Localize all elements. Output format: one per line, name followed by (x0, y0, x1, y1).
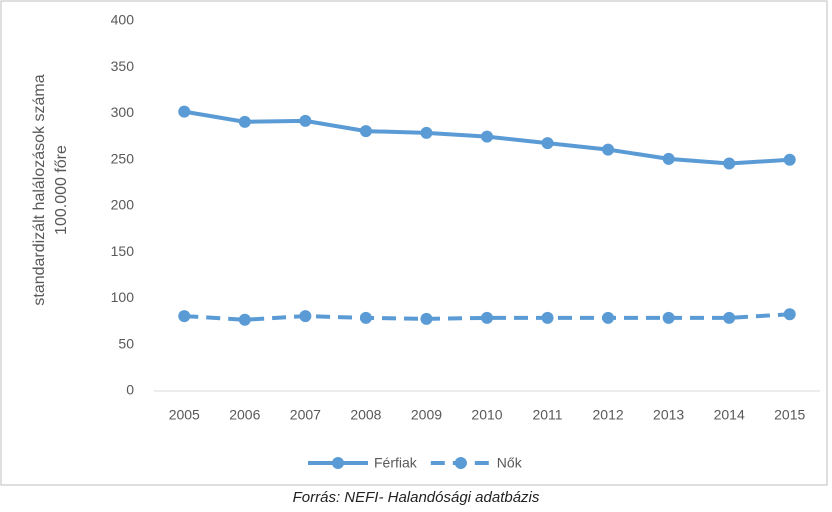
marker (178, 105, 191, 118)
marker (783, 153, 796, 166)
marker (178, 310, 191, 323)
caption: Forrás: NEFI- Halandósági adatbázis (293, 489, 540, 506)
y-tick-label: 250 (111, 150, 135, 166)
x-tick-label: 2009 (411, 407, 442, 423)
marker (783, 308, 796, 321)
marker (238, 313, 251, 326)
y-tick-label: 100 (111, 289, 135, 305)
legend-marker (454, 457, 467, 469)
x-tick-label: 2012 (593, 407, 624, 423)
legend-marker (332, 457, 344, 469)
marker (299, 310, 312, 323)
y-tick-label: 150 (111, 243, 135, 259)
y-tick-label: 350 (111, 58, 135, 74)
marker (602, 143, 615, 156)
marker (481, 311, 493, 324)
marker (723, 157, 736, 170)
legend-label: Nők (497, 455, 523, 471)
x-tick-label: 2014 (714, 407, 745, 423)
y-tick-label: 300 (111, 104, 135, 120)
x-tick-label: 2011 (532, 407, 562, 423)
x-tick-label: 2005 (169, 407, 200, 423)
line (184, 312, 790, 322)
marker (723, 311, 736, 324)
x-tick-label: 2015 (774, 407, 805, 423)
marker (541, 311, 554, 324)
marker (602, 311, 615, 324)
y-tick-label: 50 (118, 335, 134, 351)
y-tick-label: 0 (126, 382, 134, 398)
x-tick-label: 2010 (471, 407, 502, 423)
y-axis-label: standardizált halálozások száma (31, 74, 48, 305)
marker (359, 311, 372, 324)
marker (420, 312, 433, 325)
x-tick-label: 2013 (653, 407, 684, 423)
marker (541, 137, 554, 150)
marker (662, 152, 675, 165)
x-tick-label: 2008 (350, 407, 381, 423)
marker (238, 115, 251, 128)
x-tick-label: 2007 (290, 407, 321, 423)
y-tick-label: 400 (111, 12, 135, 28)
x-tick-label: 2006 (229, 407, 260, 423)
y-tick-label: 200 (111, 197, 135, 213)
marker (299, 114, 312, 127)
y-axis-label: 100.000 főre (53, 145, 70, 235)
chart-frame (0, 0, 828, 486)
marker (481, 130, 493, 143)
legend-label: Férfiak (374, 455, 418, 471)
marker (420, 126, 433, 139)
marker (359, 125, 372, 138)
marker (662, 311, 675, 324)
